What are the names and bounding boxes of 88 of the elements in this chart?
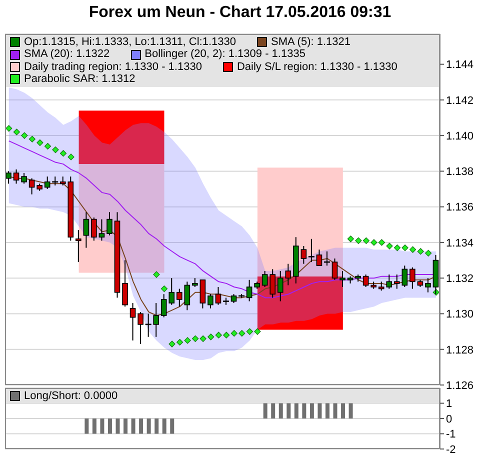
candlestick	[13, 168, 20, 184]
candlestick	[332, 258, 338, 280]
candlestick	[138, 311, 144, 345]
point	[402, 244, 408, 252]
y-tick-label: 1.128	[446, 344, 474, 356]
candlestick	[394, 274, 400, 290]
candlestick	[200, 279, 206, 309]
y-tick-label: 1.134	[446, 237, 474, 250]
point	[44, 142, 52, 150]
chart-title: Forex um Neun - Chart 17.05.2016 09:31	[88, 3, 392, 22]
y-tick-label: 1.142	[446, 94, 474, 107]
point	[378, 239, 386, 246]
candlestick	[425, 278, 431, 293]
candlestick	[176, 288, 182, 308]
candlestick	[106, 212, 112, 236]
point	[6, 125, 12, 132]
point	[347, 236, 354, 242]
point	[52, 146, 59, 154]
point	[370, 239, 378, 246]
candlestick	[83, 212, 90, 248]
candlestick	[44, 176, 50, 190]
legend-label: Parabolic SAR: 1.1312	[24, 73, 136, 86]
point	[230, 330, 238, 337]
point	[208, 334, 214, 340]
y-tick-label: 1.138	[446, 166, 474, 178]
candlestick	[98, 218, 105, 242]
candlestick	[28, 178, 35, 195]
legend-label: Long/Short: 0.0000	[24, 390, 118, 402]
point	[28, 136, 36, 142]
point	[215, 332, 222, 338]
candlestick	[21, 172, 27, 184]
candlestick	[76, 229, 82, 263]
point	[246, 328, 253, 335]
point	[153, 271, 160, 278]
candlestick	[184, 281, 190, 311]
y-tick-label: 1	[446, 398, 452, 410]
candlestick	[308, 238, 316, 263]
candlestick	[316, 249, 322, 266]
candlestick	[122, 260, 128, 308]
y-tick-label: 1.132	[446, 273, 474, 285]
candlestick	[362, 274, 369, 288]
point	[192, 335, 199, 342]
candlestick	[402, 265, 408, 288]
y-tick-label: 1.140	[446, 130, 474, 142]
point	[425, 250, 432, 256]
point	[362, 237, 370, 244]
point	[21, 132, 28, 139]
point	[36, 139, 44, 146]
candlestick	[300, 246, 307, 264]
candlestick	[246, 279, 252, 302]
point	[386, 242, 393, 250]
candlestick	[6, 170, 12, 184]
candlestick	[410, 266, 416, 290]
y-tick-label: -2	[446, 444, 456, 456]
point	[410, 246, 416, 253]
point	[417, 248, 424, 255]
candlestick	[91, 217, 97, 242]
y-tick-label: 1.130	[446, 308, 474, 321]
y-tick-label: -1	[446, 428, 456, 441]
point	[13, 128, 20, 136]
point	[254, 328, 261, 335]
candlestick	[215, 286, 222, 306]
point	[68, 154, 74, 160]
legend-label: Bollinger (20, 2): 1.1309 - 1.1335	[144, 48, 306, 61]
legend-label: Op:1.1315, Hi:1.1333, Lo:1.1311, Cl:1.1330	[24, 36, 236, 48]
legend-label: Daily S/L region: 1.1330 - 1.1330	[236, 60, 398, 74]
point	[223, 332, 230, 338]
point	[394, 244, 401, 252]
point	[355, 237, 362, 244]
point	[238, 330, 246, 337]
point	[168, 340, 176, 348]
candlestick	[130, 302, 136, 341]
legend-label: SMA (20): 1.1322	[24, 48, 110, 61]
y-tick-label: 1.136	[446, 202, 474, 214]
candlestick	[208, 294, 214, 309]
point	[60, 150, 67, 157]
candlestick	[340, 270, 346, 288]
candlestick	[270, 268, 276, 298]
point	[160, 285, 168, 292]
point	[176, 338, 184, 346]
y-tick-label: 1.126	[446, 380, 474, 392]
candlestick	[262, 270, 268, 288]
point	[200, 335, 206, 342]
legend-label: SMA (5): 1.1321	[271, 36, 351, 48]
point	[184, 337, 191, 344]
y-tick-label: 0	[446, 413, 452, 426]
legend-label: Daily trading region: 1.1330 - 1.1330	[24, 60, 202, 74]
y-tick-label: 1.144	[446, 59, 474, 72]
